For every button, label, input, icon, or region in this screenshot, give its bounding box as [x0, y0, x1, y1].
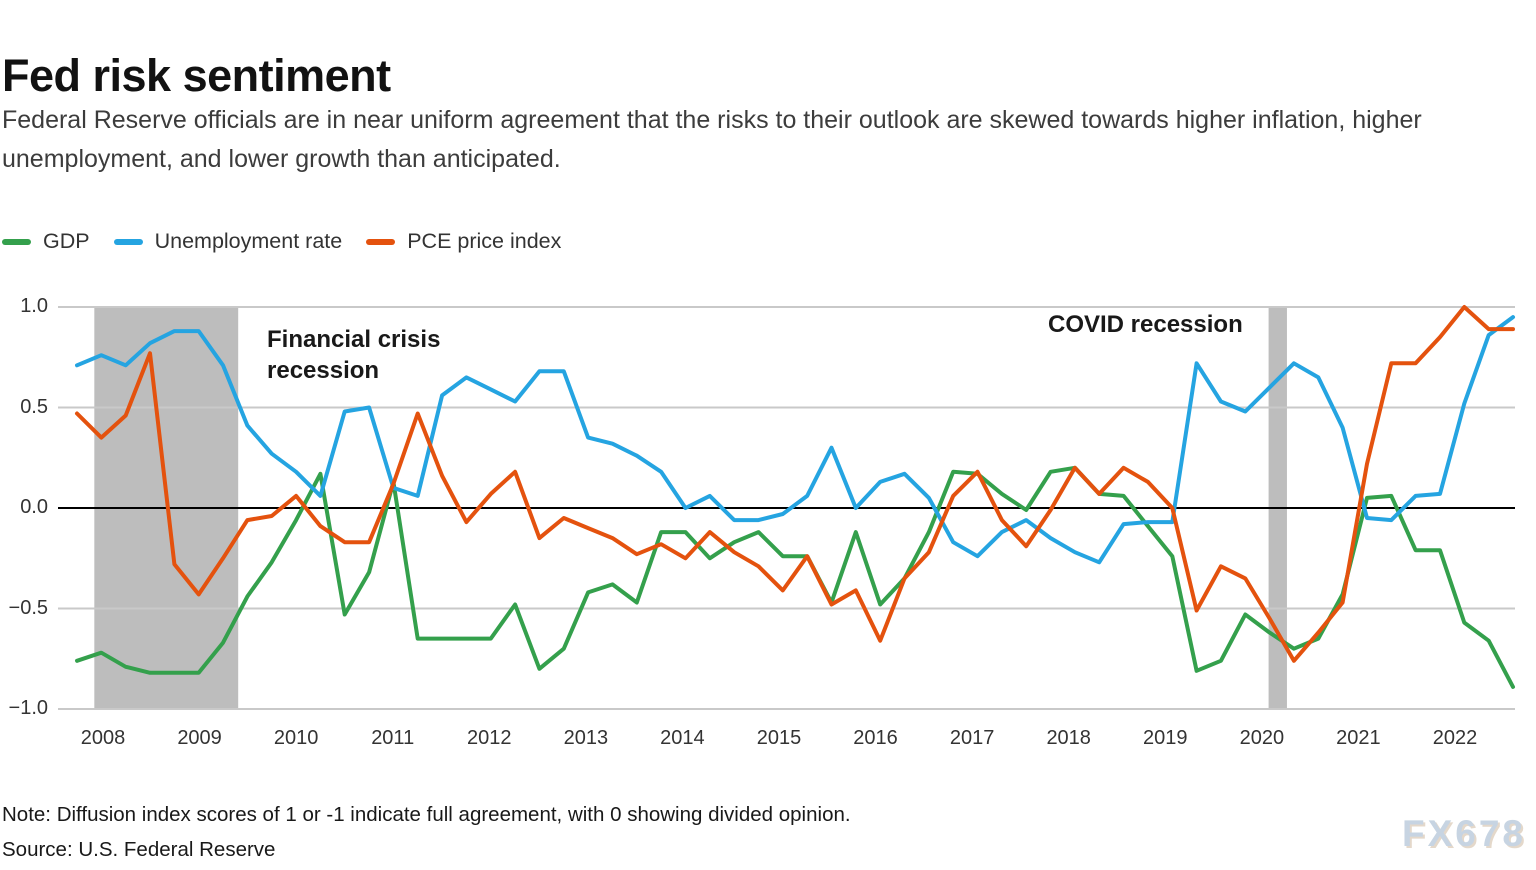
y-axis-tick-label: 0.0	[20, 496, 48, 518]
watermark: FX678	[1402, 813, 1527, 854]
footnote: Note: Diffusion index scores of 1 or -1 …	[2, 803, 851, 826]
x-axis-tick-label: 2018	[1046, 727, 1091, 749]
x-axis-tick-label: 2022	[1432, 727, 1478, 749]
y-axis-tick-label: −0.5	[8, 596, 48, 619]
y-axis-tick-label: 0.5	[20, 395, 48, 418]
x-axis-tick-label: 2019	[1143, 727, 1188, 749]
source-line: Source: U.S. Federal Reserve	[2, 838, 276, 861]
page-title: Fed risk sentiment	[2, 50, 391, 102]
x-axis-tick-label: 2015	[756, 727, 802, 749]
x-axis-tick-label: 2020	[1239, 727, 1285, 749]
pce-line-swatch-icon	[366, 238, 396, 245]
x-axis-tick-label: 2011	[371, 727, 415, 749]
series-line-gdp	[75, 465, 1515, 689]
chart-legend: GDP Unemployment rate PCE price index	[2, 229, 585, 254]
x-axis-tick-label: 2017	[949, 727, 995, 749]
legend-item-gdp: GDP	[2, 229, 90, 254]
y-axis-tick-label: −1.0	[8, 697, 48, 719]
unemployment-line-swatch-icon	[113, 238, 143, 245]
x-axis-tick-label: 2013	[563, 727, 609, 749]
gdp-line-swatch-icon	[2, 238, 31, 245]
x-axis-tick-label: 2012	[467, 727, 512, 749]
y-axis-tick-label: 1.0	[20, 295, 48, 317]
x-axis-tick-label: 2014	[660, 727, 705, 749]
x-axis-tick-label: 2016	[853, 727, 898, 749]
series-line-pce-price-index	[75, 305, 1515, 663]
x-axis-tick-label: 2008	[80, 727, 126, 749]
legend-item-unemployment: Unemployment rate	[113, 229, 343, 254]
annotation-financial-crisis-recession: Financial crisis recession	[267, 326, 441, 384]
legend-label-pce: PCE price index	[407, 229, 562, 253]
legend-label-gdp: GDP	[43, 229, 90, 253]
x-axis-tick-label: 2010	[273, 727, 319, 749]
annotation-covid-recession: COVID recession	[1048, 311, 1243, 338]
series-line-unemployment-rate	[75, 315, 1515, 565]
chart-subtitle: Federal Reserve officials are in near un…	[2, 106, 1422, 173]
x-axis-tick-label: 2021	[1336, 727, 1381, 749]
x-axis-tick-label: 2009	[177, 727, 222, 749]
legend-item-pce: PCE price index	[366, 229, 561, 254]
legend-label-unemployment: Unemployment rate	[154, 229, 343, 253]
